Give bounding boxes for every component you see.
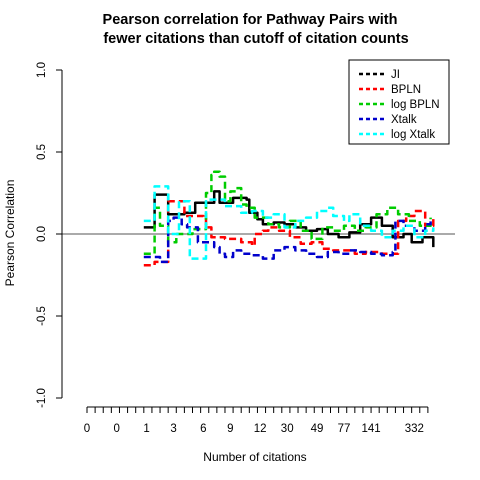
chart-title-line-1: Pearson correlation for Pathway Pairs wi… [103,12,398,28]
x-tick-label: 9 [227,423,233,435]
x-tick-label: 1 [143,423,149,435]
x-tick-label: 30 [281,423,294,435]
series-line-xtalk [143,216,432,264]
legend-label-log-xtalk: log Xtalk [391,129,435,141]
x-tick-label: 77 [338,423,351,435]
x-tick-label: 49 [311,423,324,435]
series-line-log-xtalk [143,185,435,260]
y-tick-label: -1.0 [36,388,48,408]
legend-box [348,59,450,145]
legend-label-bpln: BPLN [391,84,421,96]
y-tick-label: -0.5 [36,306,48,326]
series-line-ji [143,190,435,248]
y-tick-label: 0.0 [36,226,48,242]
x-tick-label: 0 [84,423,90,435]
series-line-log-bpln [143,170,432,255]
y-tick-label: 0.5 [36,144,48,160]
series-layer [143,170,435,267]
x-tick-label: 3 [170,423,176,435]
legend-label-log-bpln: log BPLN [391,99,440,111]
x-axis: 0 0 1 3 6 9 12 30 49 77 141 332 [84,406,429,435]
y-axis-label: Pearson Correlation [3,180,17,287]
y-tick-label: 1.0 [36,62,48,78]
series-line-bpln [143,199,435,267]
x-tick-label: 0 [114,423,120,435]
x-tick-label: 6 [200,423,206,435]
x-tick-label: 12 [254,423,267,435]
x-tick-label: 332 [405,423,424,435]
x-tick-label: 141 [361,423,380,435]
x-axis-label: Number of citations [203,450,306,464]
legend: JI BPLN log BPLN Xtalk log Xtalk [348,59,450,145]
y-axis: 1.0 0.5 0.0 -0.5 -1.0 [36,62,63,408]
legend-label-ji: JI [391,69,400,81]
legend-label-xtalk: Xtalk [391,114,417,126]
chart-title-line-2: fewer citations than cutoff of citation … [103,31,408,47]
